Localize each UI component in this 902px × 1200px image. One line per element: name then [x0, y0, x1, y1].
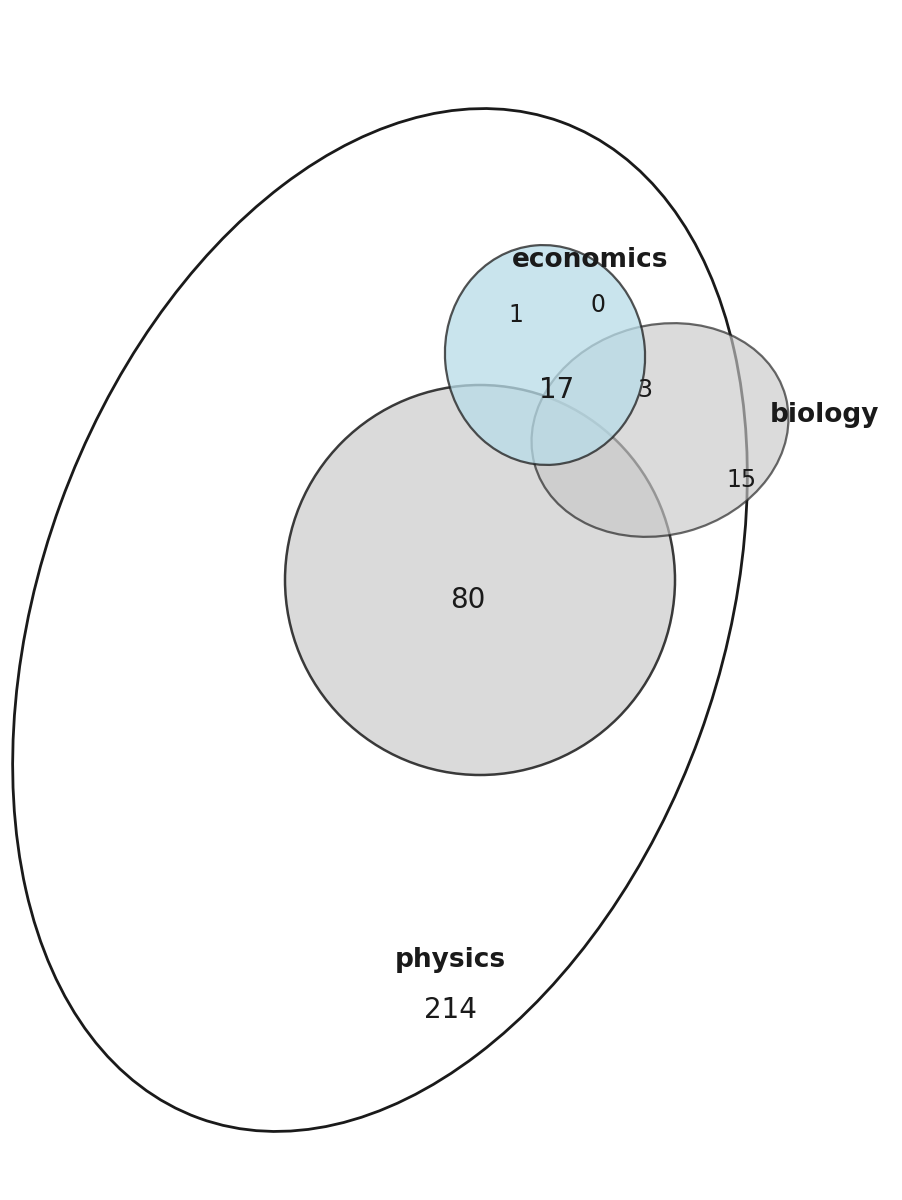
Ellipse shape	[445, 245, 644, 464]
Text: biology: biology	[769, 402, 879, 428]
Text: physics: physics	[394, 947, 505, 973]
Text: 3: 3	[637, 378, 652, 402]
Text: 15: 15	[726, 468, 756, 492]
Ellipse shape	[285, 385, 675, 775]
Text: 17: 17	[538, 376, 574, 404]
Text: 1: 1	[508, 304, 523, 328]
Text: 0: 0	[590, 293, 605, 317]
Text: economics: economics	[511, 247, 667, 274]
Text: 80: 80	[450, 586, 485, 614]
Ellipse shape	[531, 323, 787, 536]
Text: 214: 214	[423, 996, 476, 1024]
